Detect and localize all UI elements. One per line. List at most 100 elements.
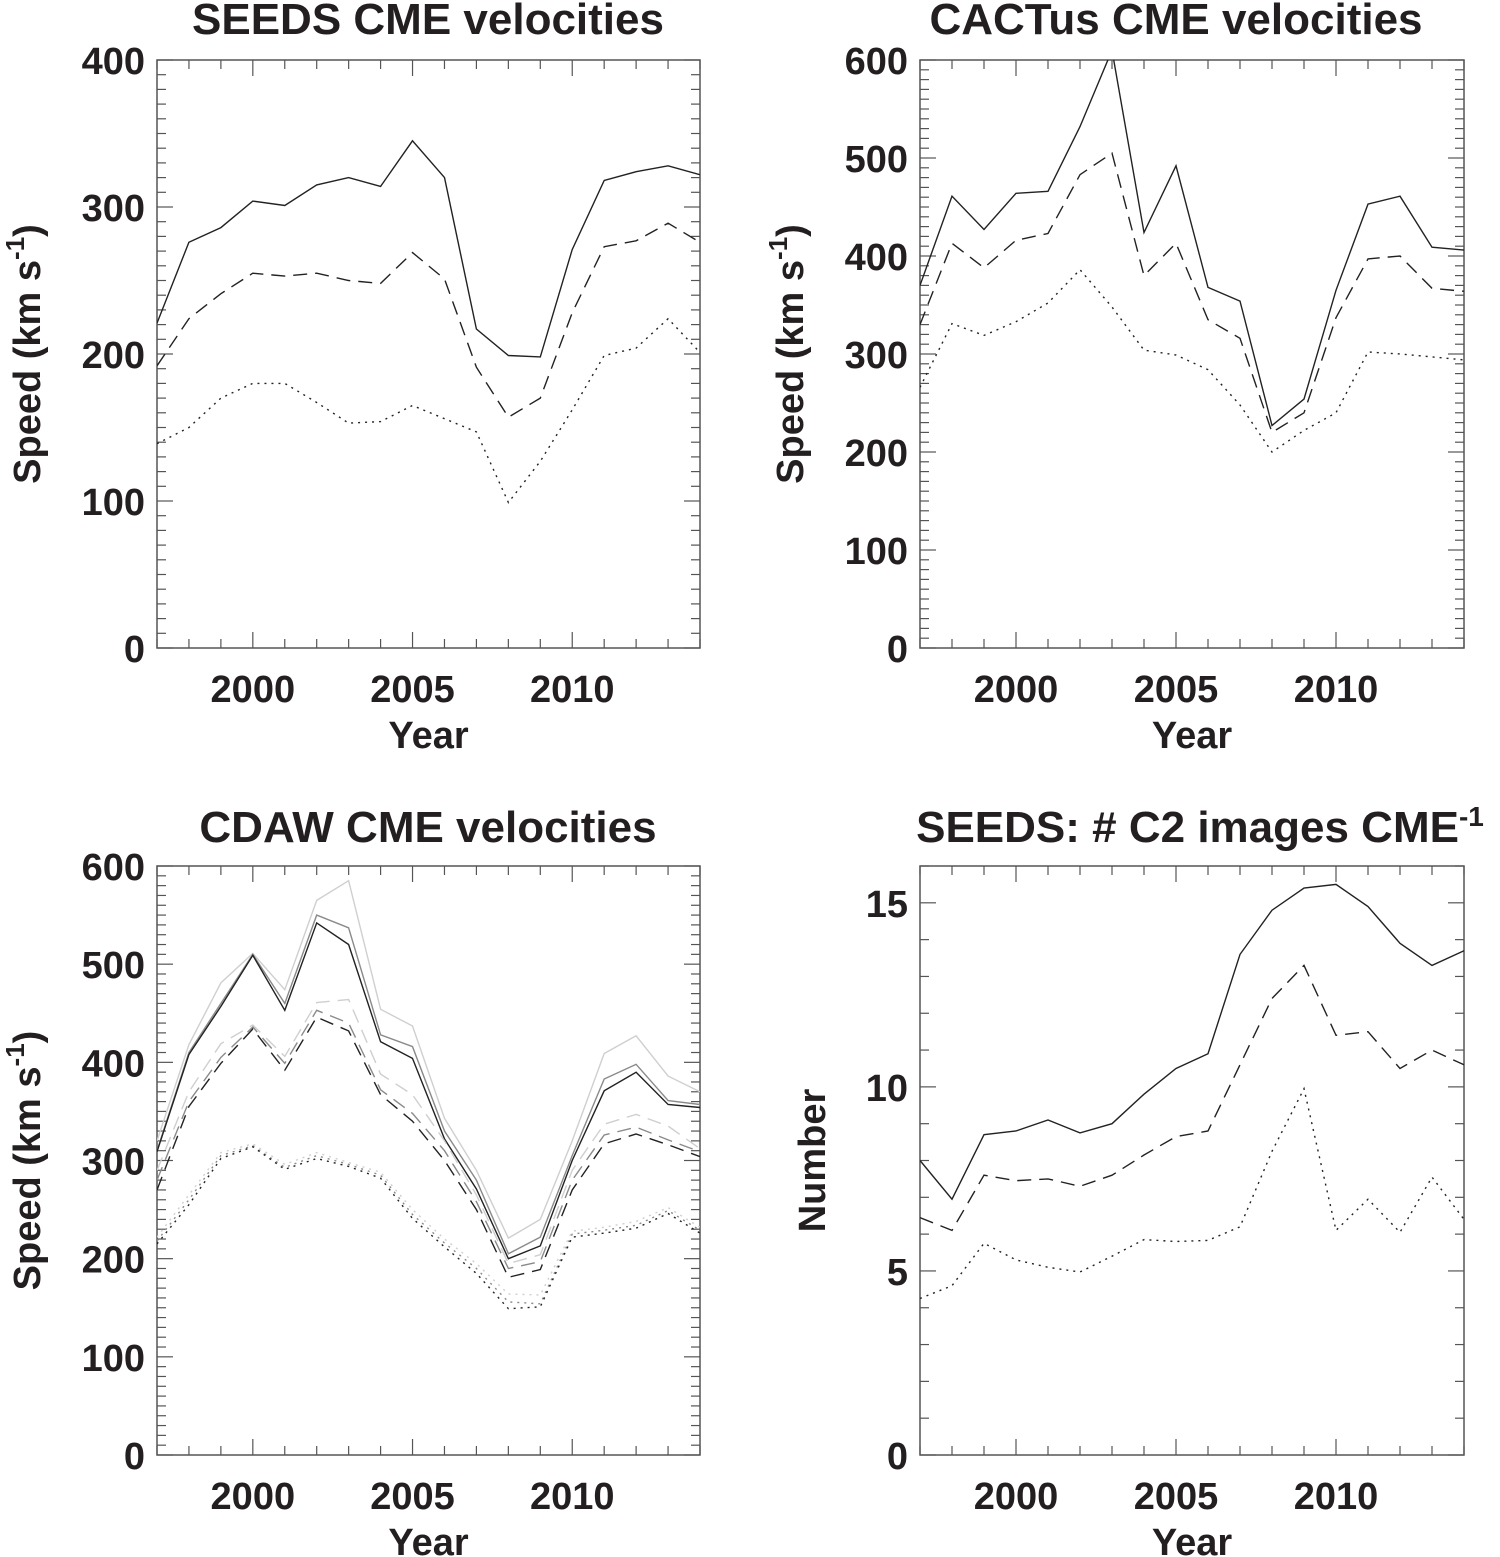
y-tick-label: 400 bbox=[82, 1043, 145, 1085]
panel-cactus-velocities: 2000 2005 2010 0 100 200 300 400 500 600 CACTus CM… bbox=[763, 0, 1465, 757]
y-axis-label: Number bbox=[792, 1089, 834, 1233]
y-tick-label: 300 bbox=[82, 1142, 145, 1184]
x-axis-label: Year bbox=[1152, 715, 1233, 757]
y-tick-label: 500 bbox=[82, 945, 145, 987]
y-axis-label-text: Speed (km s bbox=[7, 1066, 49, 1290]
series-line-dashed bbox=[157, 222, 700, 419]
y-axis-label-text: Speed (km s bbox=[7, 260, 49, 484]
data-point-dashed-mid bbox=[539, 1260, 542, 1263]
series-line-solid bbox=[157, 139, 700, 358]
panel-seeds-velocities: 2000 2005 2010 0 100 200 300 400 SEEDS CME veloc… bbox=[0, 0, 701, 757]
y-tick-label: 15 bbox=[866, 884, 908, 926]
x-tick-label: 2005 bbox=[1134, 669, 1219, 711]
x-tick-label: 2000 bbox=[211, 669, 296, 711]
x-tick-label: 2005 bbox=[370, 1476, 455, 1518]
y-tick-label: 0 bbox=[124, 1436, 145, 1478]
y-tick-label: 500 bbox=[845, 139, 908, 181]
y-axis-label-text: Speed (km s bbox=[770, 260, 812, 484]
data-point-dotted bbox=[1175, 1240, 1178, 1243]
data-point-dotted-black bbox=[283, 1168, 286, 1171]
data-point-dashed-mid bbox=[635, 1126, 638, 1129]
data-point-dashed bbox=[1175, 242, 1178, 245]
x-axis-label: Year bbox=[388, 715, 469, 757]
chart-title: CDAW CME velocities bbox=[199, 803, 656, 852]
data-point-dashed-black bbox=[443, 1159, 446, 1162]
series-line-solid-light bbox=[157, 879, 700, 1240]
x-axis-label: Year bbox=[1152, 1522, 1233, 1557]
series-line-dotted bbox=[920, 268, 1464, 453]
series-line-dotted-mid bbox=[157, 1145, 700, 1305]
chart-title: SEEDS CME velocities bbox=[192, 0, 664, 44]
y-tick-label: 200 bbox=[845, 433, 908, 475]
y-tick-label: 5 bbox=[887, 1252, 908, 1294]
y-tick-label: 0 bbox=[887, 1436, 908, 1478]
y-tick-label: 0 bbox=[124, 629, 145, 671]
data-point-dashed bbox=[1015, 1179, 1018, 1182]
y-axis-label: Speed (km s-1) bbox=[0, 224, 49, 484]
data-point-dotted bbox=[1015, 1258, 1018, 1261]
data-point-dashed bbox=[983, 266, 986, 269]
y-axis-label-superscript: -1 bbox=[763, 237, 793, 260]
data-point-dotted-light bbox=[379, 1171, 382, 1174]
plot-frame bbox=[919, 59, 1465, 649]
data-point-dotted bbox=[1143, 349, 1146, 352]
data-point-dotted-light bbox=[539, 1293, 542, 1296]
y-tick-label: 100 bbox=[82, 482, 145, 524]
y-tick-label: 300 bbox=[82, 188, 145, 230]
y-tick-label: 200 bbox=[82, 335, 145, 377]
data-point-dashed-light bbox=[603, 1123, 606, 1126]
data-point-dotted-black bbox=[571, 1236, 574, 1239]
y-axis-label-superscript: -1 bbox=[0, 237, 30, 260]
chart-title-superscript: -1 bbox=[1459, 801, 1484, 832]
y-tick-label: 400 bbox=[845, 237, 908, 279]
chart-title-text: SEEDS: # C2 images CME bbox=[916, 803, 1459, 852]
data-point-dotted-mid bbox=[667, 1209, 670, 1212]
data-point-dashed bbox=[1271, 431, 1274, 434]
y-axis-label-text: Number bbox=[792, 1089, 834, 1233]
data-point-dotted-light bbox=[187, 1193, 190, 1196]
series-line-dashed-black bbox=[157, 1016, 700, 1279]
y-axis-label-tail: ) bbox=[7, 1031, 49, 1044]
series-line-dotted bbox=[157, 317, 700, 504]
data-point-dashed bbox=[571, 311, 574, 314]
data-point-dashed-mid bbox=[347, 1022, 350, 1025]
data-point-dashed-light bbox=[411, 1093, 414, 1096]
data-point-dotted-light bbox=[411, 1208, 414, 1211]
chart-title-text: CDAW CME velocities bbox=[199, 803, 656, 852]
x-tick-label: 2010 bbox=[530, 669, 615, 711]
series-line-solid-black bbox=[157, 921, 700, 1260]
data-point-dotted-mid bbox=[635, 1224, 638, 1227]
chart-title: CACTus CME velocities bbox=[929, 0, 1422, 44]
y-tick-label: 0 bbox=[887, 629, 908, 671]
x-tick-label: 2005 bbox=[1134, 1476, 1219, 1518]
chart-title: SEEDS: # C2 images CME-1 bbox=[916, 801, 1484, 852]
data-point-dotted bbox=[347, 422, 350, 425]
x-tick-label: 2010 bbox=[1294, 1476, 1379, 1518]
data-point-dotted-light bbox=[571, 1230, 574, 1233]
y-tick-label: 100 bbox=[845, 531, 908, 573]
data-point-dashed-black bbox=[507, 1276, 510, 1279]
x-tick-label: 2000 bbox=[974, 669, 1059, 711]
data-point-dotted bbox=[983, 1242, 986, 1245]
data-point-dashed bbox=[1143, 274, 1146, 277]
x-tick-label: 2000 bbox=[974, 1476, 1059, 1518]
data-point-dashed-black bbox=[603, 1142, 606, 1145]
data-point-dashed-mid bbox=[187, 1100, 190, 1103]
data-point-dashed-light bbox=[187, 1090, 190, 1093]
series-line-solid bbox=[920, 883, 1464, 1201]
y-tick-label: 400 bbox=[82, 41, 145, 83]
data-point-dashed-black bbox=[667, 1143, 670, 1146]
data-point-dotted-mid bbox=[283, 1166, 286, 1169]
chart-title-text: SEEDS CME velocities bbox=[192, 0, 664, 44]
plot-frame bbox=[156, 865, 701, 1456]
y-axis-label-superscript: -1 bbox=[0, 1043, 30, 1066]
y-tick-label: 300 bbox=[845, 335, 908, 377]
x-tick-label: 2005 bbox=[370, 669, 455, 711]
series-line-dashed-mid bbox=[157, 1009, 700, 1270]
data-point-dashed bbox=[1079, 1185, 1082, 1188]
data-point-dashed bbox=[507, 416, 510, 419]
series-line-dotted-light bbox=[157, 1143, 700, 1296]
data-point-dashed bbox=[443, 278, 446, 281]
y-tick-label: 200 bbox=[82, 1240, 145, 1282]
